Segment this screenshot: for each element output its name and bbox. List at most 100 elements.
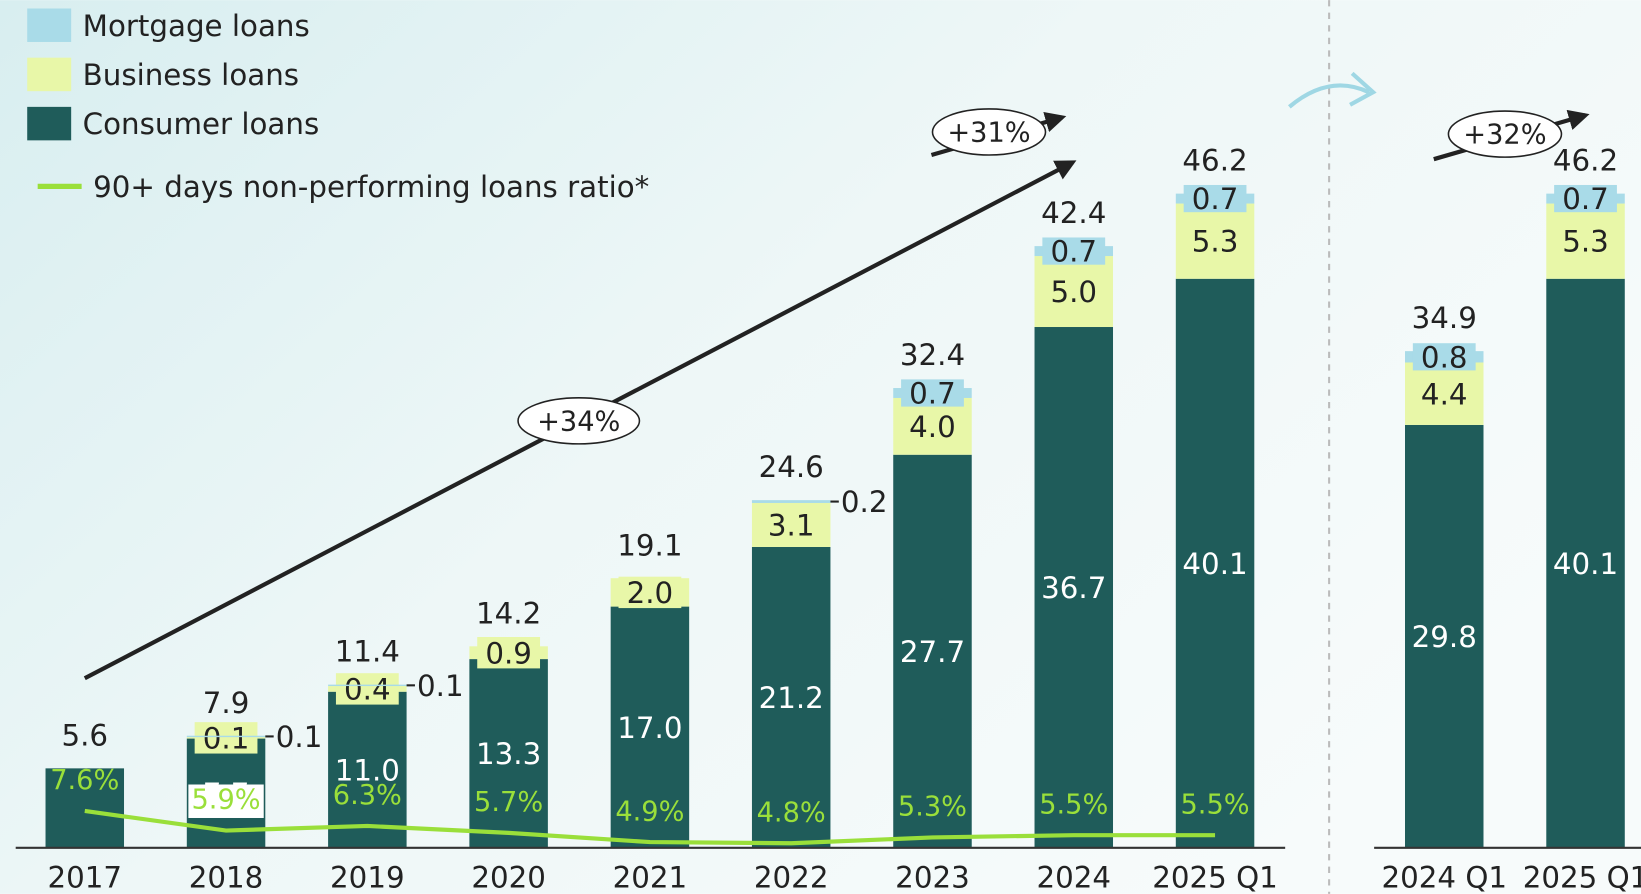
bar-segment bbox=[328, 684, 407, 687]
legend-swatch bbox=[27, 57, 72, 92]
line-label: 5.5% bbox=[1039, 789, 1108, 820]
x-tick-label: 2021 bbox=[613, 861, 688, 894]
bar-segment bbox=[1175, 203, 1255, 279]
bar-segment bbox=[1175, 278, 1255, 848]
segment-label: 2.0 bbox=[627, 576, 674, 610]
total-label: 32.4 bbox=[900, 338, 965, 372]
segment-label: 0.7 bbox=[1562, 182, 1609, 216]
line-label: 4.9% bbox=[615, 796, 684, 827]
segment-label: 0.1 bbox=[417, 669, 464, 703]
x-tick-label: 2025 Q1 bbox=[1152, 861, 1278, 894]
segment-label: 0.9 bbox=[485, 636, 532, 670]
label-box bbox=[1183, 184, 1247, 213]
total-label: 19.1 bbox=[617, 528, 682, 562]
legend-label: 90+ days non-performing loans ratio* bbox=[93, 170, 649, 204]
bar-segment bbox=[751, 500, 831, 503]
total-label: 46.2 bbox=[1553, 144, 1618, 178]
segment-label: 0.8 bbox=[1421, 340, 1468, 374]
segment-label: 27.7 bbox=[900, 635, 965, 669]
total-label: 7.9 bbox=[203, 686, 250, 720]
segment-label: 13.3 bbox=[476, 737, 541, 771]
bar-segment bbox=[45, 768, 125, 848]
segment-label: 0.7 bbox=[1192, 182, 1239, 216]
annotation-bubble bbox=[931, 108, 1047, 156]
segment-label: 5.0 bbox=[1050, 275, 1097, 309]
bar-segment bbox=[751, 502, 831, 547]
label-box bbox=[194, 722, 258, 754]
bar-segment bbox=[1546, 278, 1625, 848]
x-tick-label: 2025 Q1 bbox=[1523, 861, 1641, 894]
decor-arrow-head bbox=[1349, 71, 1377, 107]
bar-segment bbox=[469, 659, 548, 848]
total-label: 46.2 bbox=[1182, 144, 1247, 178]
segment-label: 40.1 bbox=[1182, 547, 1247, 581]
line-label: 5.7% bbox=[474, 787, 543, 818]
annotation-bubble bbox=[517, 397, 641, 445]
bar-segment bbox=[893, 454, 972, 848]
x-tick-label: 2019 bbox=[330, 861, 405, 894]
legend-label: Business loans bbox=[83, 58, 299, 92]
x-tick-label: 2023 bbox=[895, 861, 970, 894]
total-label: 14.2 bbox=[476, 596, 541, 630]
label-box bbox=[618, 576, 682, 609]
segment-label: 40.1 bbox=[1553, 547, 1618, 581]
bar-segment bbox=[328, 691, 407, 848]
total-label: 24.6 bbox=[759, 450, 824, 484]
segment-label: 17.0 bbox=[617, 711, 682, 745]
label-box bbox=[1412, 343, 1476, 371]
bar-segment bbox=[1034, 256, 1114, 328]
bar-segment bbox=[186, 735, 266, 738]
label-box bbox=[1554, 184, 1617, 213]
bar-segment bbox=[1405, 362, 1484, 425]
line-label: 7.6% bbox=[50, 765, 119, 796]
segment-label: 0.1 bbox=[276, 720, 323, 754]
segment-label: 0.7 bbox=[909, 377, 956, 411]
x-tick-label: 2022 bbox=[754, 861, 829, 894]
segment-label: 5.3 bbox=[1562, 225, 1609, 259]
segment-label: 11.0 bbox=[335, 753, 400, 787]
total-label: 11.4 bbox=[335, 635, 400, 669]
line-label: 6.3% bbox=[333, 780, 402, 811]
segment-label: 0.2 bbox=[841, 485, 888, 519]
segment-label: 5.3 bbox=[1192, 225, 1239, 259]
bar-segment bbox=[1034, 327, 1114, 848]
segment-label: 36.7 bbox=[1041, 571, 1106, 605]
bar-segment bbox=[893, 397, 972, 455]
segment-label: 29.8 bbox=[1412, 620, 1477, 654]
legend-swatch bbox=[27, 106, 72, 141]
line-label: 5.5% bbox=[1180, 789, 1249, 820]
annotation: +32% bbox=[1463, 120, 1546, 151]
legend-swatch bbox=[27, 8, 72, 42]
label-box bbox=[1042, 237, 1106, 265]
bar-segment bbox=[1546, 203, 1625, 279]
annotation: +34% bbox=[537, 406, 620, 437]
legend-label: Mortgage loans bbox=[83, 9, 310, 43]
segment-label: 4.4 bbox=[1421, 377, 1468, 411]
x-tick-label: 2024 Q1 bbox=[1381, 861, 1507, 894]
x-tick-label: 2017 bbox=[47, 861, 122, 894]
segment-label: 21.2 bbox=[759, 681, 824, 715]
bar-segment bbox=[751, 546, 831, 848]
total-label: 5.6 bbox=[61, 718, 108, 752]
label-box bbox=[901, 379, 964, 407]
segment-label: 0.4 bbox=[344, 672, 391, 706]
segment-label: 0.7 bbox=[1050, 235, 1097, 269]
x-tick-label: 2018 bbox=[189, 861, 264, 894]
npl-line bbox=[84, 808, 1216, 846]
segment-label: 0.1 bbox=[203, 721, 250, 755]
annotation-bubble bbox=[1447, 110, 1563, 158]
label-box bbox=[477, 637, 541, 669]
x-tick-label: 2020 bbox=[471, 861, 546, 894]
segment-label: 3.1 bbox=[768, 509, 815, 543]
line-label: 5.9% bbox=[191, 785, 260, 816]
line-label: 5.3% bbox=[898, 792, 967, 823]
label-box bbox=[188, 784, 264, 818]
total-label: 42.4 bbox=[1041, 196, 1106, 230]
bar-segment bbox=[610, 606, 690, 848]
label-box bbox=[335, 673, 399, 705]
decor-arrow bbox=[1288, 83, 1370, 109]
total-label: 34.9 bbox=[1412, 301, 1477, 335]
bar-segment bbox=[1405, 424, 1484, 848]
